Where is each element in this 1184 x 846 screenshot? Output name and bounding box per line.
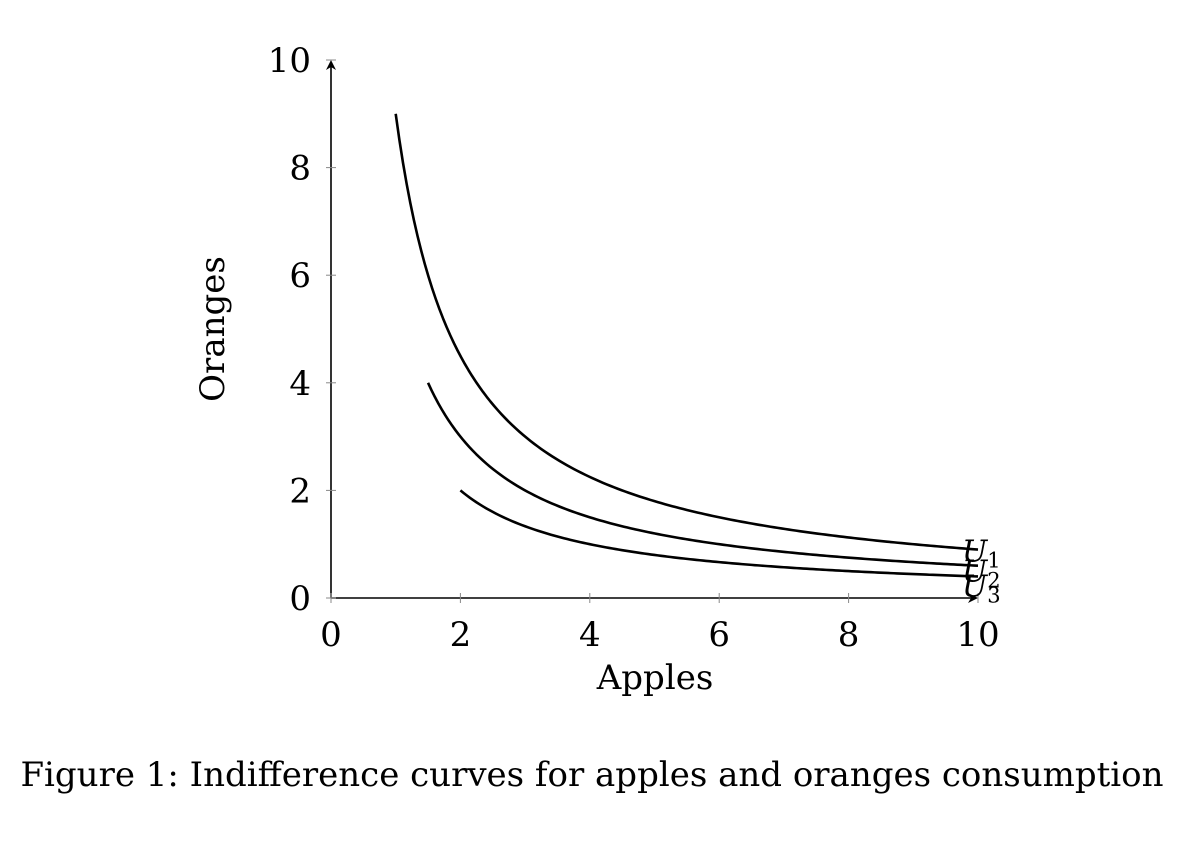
axes [326, 60, 978, 603]
indifference-curve-u3 [459, 489, 979, 578]
x-axis-title: Apples [596, 658, 714, 698]
y-tick-label: 4 [289, 364, 311, 404]
curves [394, 113, 979, 578]
y-tick-label: 8 [289, 149, 311, 189]
y-axis-arrow [326, 60, 336, 70]
x-tick-label: 8 [838, 615, 860, 655]
x-tick-label: 2 [450, 615, 472, 655]
figure-caption: Figure 1: Indifference curves for apples… [20, 755, 1164, 795]
y-tick-label: 10 [268, 41, 311, 81]
y-tick-label: 0 [289, 579, 311, 619]
x-axis-arrow [968, 593, 978, 603]
x-tick-label: 4 [579, 615, 601, 655]
indifference-curve-u2 [426, 382, 979, 568]
indifference-curve-u1 [394, 113, 979, 551]
ticks: 0 2 4 6 8 10 0 2 4 6 8 10 [268, 41, 1000, 655]
x-tick-label: 6 [708, 615, 730, 655]
y-axis-title: Oranges [193, 256, 233, 402]
x-tick-label: 10 [956, 615, 999, 655]
y-tick-label: 6 [289, 256, 311, 296]
x-tick-label: 0 [320, 615, 342, 655]
y-tick-label: 2 [289, 471, 311, 511]
